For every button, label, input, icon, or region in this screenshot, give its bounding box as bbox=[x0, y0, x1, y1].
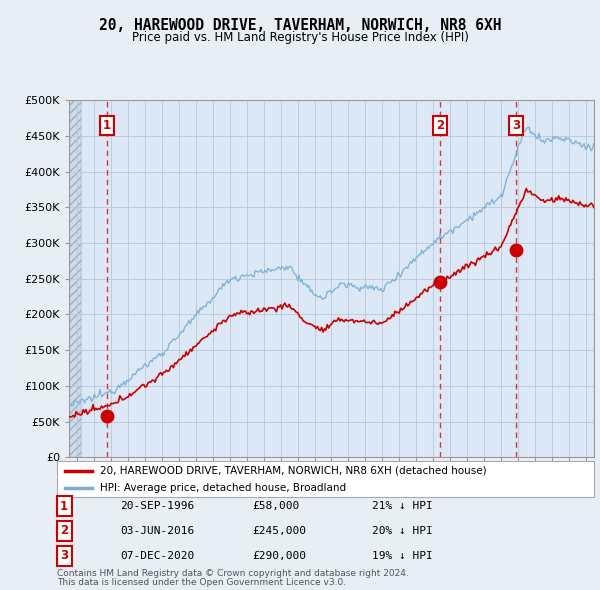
Text: 3: 3 bbox=[60, 549, 68, 562]
Text: 20% ↓ HPI: 20% ↓ HPI bbox=[372, 526, 433, 536]
Text: £290,000: £290,000 bbox=[252, 551, 306, 560]
Text: £245,000: £245,000 bbox=[252, 526, 306, 536]
Text: 1: 1 bbox=[103, 119, 110, 132]
Bar bbox=[69, 100, 81, 457]
Text: 2: 2 bbox=[60, 525, 68, 537]
Bar bbox=[69, 100, 81, 457]
Text: 19% ↓ HPI: 19% ↓ HPI bbox=[372, 551, 433, 560]
Text: 07-DEC-2020: 07-DEC-2020 bbox=[120, 551, 194, 560]
Text: This data is licensed under the Open Government Licence v3.0.: This data is licensed under the Open Gov… bbox=[57, 578, 346, 587]
Text: 2: 2 bbox=[436, 119, 444, 132]
Text: 21% ↓ HPI: 21% ↓ HPI bbox=[372, 502, 433, 511]
Text: Contains HM Land Registry data © Crown copyright and database right 2024.: Contains HM Land Registry data © Crown c… bbox=[57, 569, 409, 578]
Text: 03-JUN-2016: 03-JUN-2016 bbox=[120, 526, 194, 536]
Text: 1: 1 bbox=[60, 500, 68, 513]
Text: 3: 3 bbox=[512, 119, 520, 132]
Text: 20-SEP-1996: 20-SEP-1996 bbox=[120, 502, 194, 511]
Text: Price paid vs. HM Land Registry's House Price Index (HPI): Price paid vs. HM Land Registry's House … bbox=[131, 31, 469, 44]
Text: HPI: Average price, detached house, Broadland: HPI: Average price, detached house, Broa… bbox=[100, 483, 346, 493]
Text: £58,000: £58,000 bbox=[252, 502, 299, 511]
Text: 20, HAREWOOD DRIVE, TAVERHAM, NORWICH, NR8 6XH (detached house): 20, HAREWOOD DRIVE, TAVERHAM, NORWICH, N… bbox=[100, 466, 487, 476]
Text: 20, HAREWOOD DRIVE, TAVERHAM, NORWICH, NR8 6XH: 20, HAREWOOD DRIVE, TAVERHAM, NORWICH, N… bbox=[99, 18, 501, 32]
